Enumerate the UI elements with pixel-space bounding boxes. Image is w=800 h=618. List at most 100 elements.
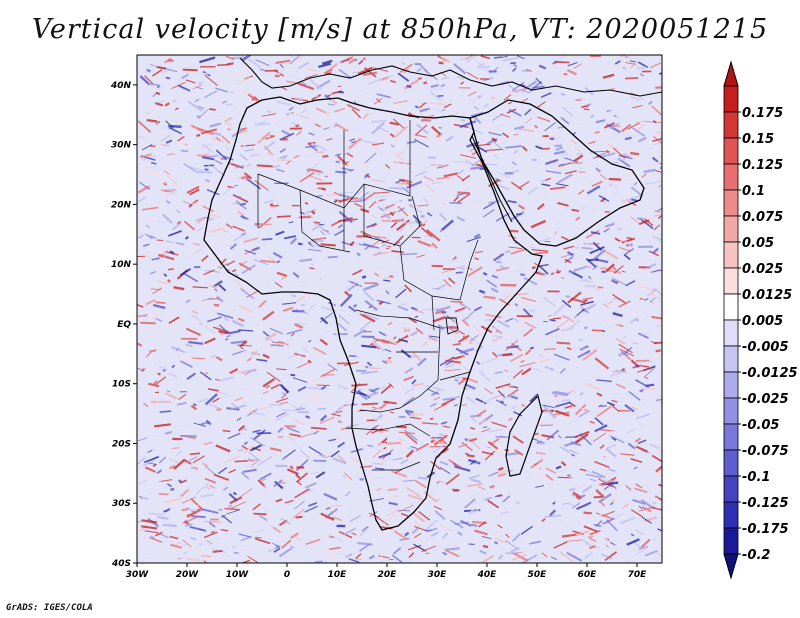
field-streak [218,467,228,475]
field-streak [582,485,593,493]
field-streak [592,432,607,442]
field-streak [606,109,612,113]
field-streak [621,123,632,133]
field-streak [484,313,502,319]
field-streak [495,212,511,217]
field-streak [137,543,142,547]
field-streak [627,55,643,60]
field-streak [371,223,378,228]
field-streak [628,443,641,450]
field-streak [201,181,213,185]
field-streak [432,181,442,185]
field-streak [491,351,498,358]
legend-label: 0.025 [742,262,783,277]
field-streak [318,172,333,180]
field-streak [493,537,507,544]
field-streak [455,275,471,280]
field-streak [557,435,562,439]
field-streak [425,184,435,193]
field-streak [570,139,578,145]
field-streak [491,421,507,428]
field-streak [438,228,446,234]
field-streak [269,547,275,551]
field-streak [594,460,610,469]
field-streak [296,55,306,62]
field-streak [319,416,335,425]
field-streak [562,106,574,117]
field-streak [405,411,411,416]
field-streak [305,538,321,546]
field-streak [429,417,434,420]
field-streak [149,145,156,148]
field-streak [599,363,604,367]
field-streak [197,541,213,547]
legend-swatch [723,397,739,425]
field-streak [276,368,287,371]
field-streak [165,240,174,244]
field-streak [168,316,180,325]
field-streak [460,58,467,60]
field-streak [367,444,374,448]
field-streak [560,461,567,467]
field-streak [318,467,324,470]
lat-label: 10N [111,260,132,270]
field-streak [416,254,426,258]
field-streak [173,286,185,291]
field-streak [286,112,290,116]
field-streak [588,140,596,145]
field-streak [543,467,553,470]
field-streak [614,60,621,65]
field-streak [556,535,564,540]
field-streak [597,286,604,289]
field-streak [629,60,636,63]
field-streak [145,170,160,177]
field-streak [338,68,351,78]
field-streak [589,537,597,543]
field-streak [249,420,257,423]
field-streak [266,371,281,382]
field-streak [404,79,419,90]
field-streak [461,441,474,452]
field-streak [608,471,617,476]
field-streak [160,275,177,282]
field-streak [205,270,221,273]
field-streak [208,519,213,522]
field-streak [510,353,524,363]
field-streak [481,123,491,128]
field-streak [408,552,415,558]
field-streak [331,413,341,417]
field-streak [383,446,387,450]
field-streak [165,250,179,256]
field-streak [464,383,476,390]
field-streak [330,450,340,458]
field-streak [571,346,578,353]
field-streak [585,289,593,296]
field-streak [657,238,662,244]
field-streak [263,199,274,204]
field-streak [209,403,218,409]
field-streak [192,403,197,407]
field-streak [204,393,218,406]
legend-label: -0.05 [742,418,779,433]
field-streak [370,405,386,412]
field-streak [608,183,614,187]
field-streak [618,343,633,354]
field-streak [552,303,567,316]
legend-label: -0.2 [742,548,770,563]
field-streak [253,539,258,544]
field-streak [232,225,246,232]
field-streak [168,230,182,237]
legend-label: 0.0125 [742,288,792,303]
field-streak [611,399,618,403]
field-streak [392,547,402,555]
field-streak [326,319,342,328]
field-streak [339,293,353,307]
legend-label: -0.1 [742,470,770,485]
field-streak [231,269,237,273]
field-streak [243,351,251,356]
field-streak [460,81,465,85]
field-streak [401,61,406,65]
field-streak [307,359,312,364]
field-streak [278,340,289,346]
field-streak [649,293,662,300]
